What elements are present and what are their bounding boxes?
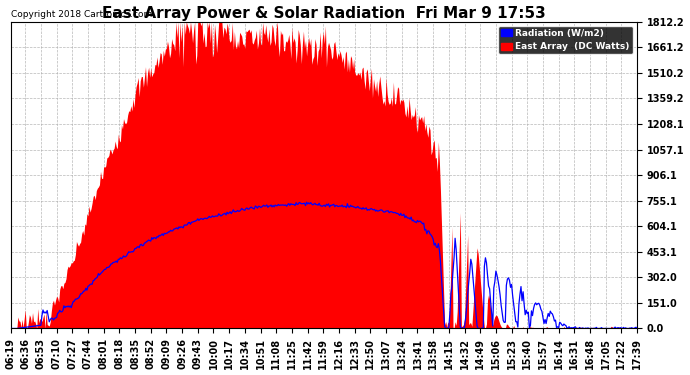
Text: Copyright 2018 Cartronics.com: Copyright 2018 Cartronics.com (10, 10, 152, 19)
Legend: Radiation (W/m2), East Array  (DC Watts): Radiation (W/m2), East Array (DC Watts) (498, 26, 633, 54)
Title: East Array Power & Solar Radiation  Fri Mar 9 17:53: East Array Power & Solar Radiation Fri M… (102, 6, 546, 21)
